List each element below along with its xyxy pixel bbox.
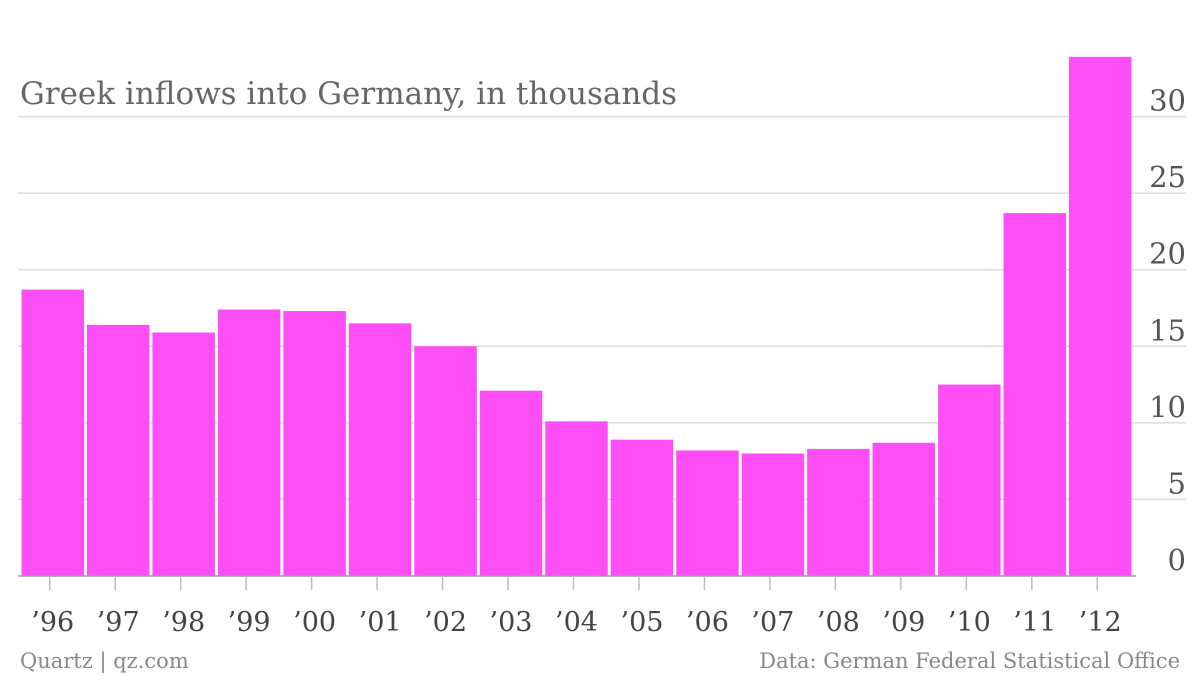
x-tick-label: ’02 (424, 607, 467, 638)
x-tick-label: ’00 (293, 607, 336, 638)
x-tick-label: ’98 (162, 607, 205, 638)
y-tick-label: 25 (1149, 160, 1186, 194)
x-tick-label: ’07 (751, 607, 794, 638)
x-tick-label: ’96 (31, 607, 74, 638)
x-tick-label: ’05 (620, 607, 663, 638)
bar (152, 332, 215, 576)
x-tick-label: ’06 (686, 607, 729, 638)
x-tick-label: ’12 (1079, 607, 1122, 638)
y-tick-label: 20 (1149, 237, 1186, 271)
bar (217, 309, 281, 576)
x-tick-label: ’08 (817, 607, 860, 638)
bar (414, 346, 477, 576)
bar (1003, 213, 1067, 576)
x-tick-label: ’04 (555, 607, 598, 638)
chart-title: Greek inflows into Germany, in thousands (20, 76, 677, 112)
bar (1069, 56, 1132, 577)
x-tick-label: ’01 (359, 607, 402, 638)
bar (86, 324, 150, 576)
footer-source-right: Data: German Federal Statistical Office (759, 649, 1180, 673)
y-tick-label: 15 (1149, 313, 1186, 347)
footer-source-left: Quartz | qz.com (20, 649, 189, 674)
x-tick-label: ’10 (948, 607, 991, 638)
x-tick-labels: ’96 ’97 ’98 ’99 ’00 ’01 ’02 ’03 ’04 ’05 ’06 ’07 ’08 ’… (31, 607, 1121, 638)
bar (938, 384, 1001, 576)
bar (872, 442, 936, 576)
y-tick-label: 0 (1168, 543, 1186, 577)
bar (348, 323, 412, 576)
bar (545, 421, 608, 576)
y-tick-label: 30 (1149, 84, 1186, 118)
x-tick-label: ’03 (490, 607, 533, 638)
bar (610, 439, 674, 576)
bar (479, 390, 543, 576)
x-tick-label: ’11 (1013, 607, 1056, 638)
bars (21, 56, 1132, 577)
x-tick-marks (48, 576, 1099, 590)
y-tick-labels: 0 5 10 15 20 25 30 (1149, 84, 1186, 577)
x-tick-label: ’09 (882, 607, 925, 638)
bar (283, 311, 346, 576)
bar (21, 289, 84, 576)
bar (807, 448, 870, 576)
bar (741, 453, 805, 576)
x-tick-label: ’99 (228, 607, 271, 638)
bar (676, 450, 739, 576)
y-tick-label: 10 (1149, 390, 1186, 424)
y-tick-label: 5 (1168, 466, 1186, 500)
x-tick-label: ’97 (97, 607, 140, 638)
